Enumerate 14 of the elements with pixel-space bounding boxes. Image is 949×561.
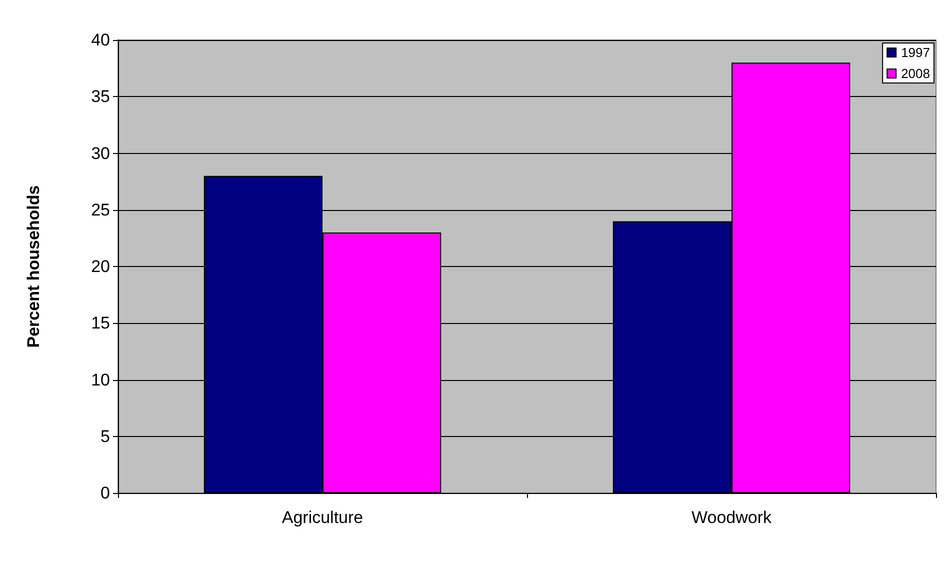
y-tick-label: 10 xyxy=(91,370,110,390)
x-tick-label: Agriculture xyxy=(282,508,364,527)
y-tick-label: 20 xyxy=(91,257,110,276)
y-tick-label: 30 xyxy=(91,144,110,163)
legend-label: 2008 xyxy=(901,66,930,81)
y-tick-label: 35 xyxy=(91,87,110,106)
y-tick-label: 0 xyxy=(100,484,110,502)
y-axis-title: Percent households xyxy=(24,185,43,348)
x-tick-label: Woodwork xyxy=(692,508,772,527)
y-tick-label: 5 xyxy=(100,426,110,446)
y-tick-label: 25 xyxy=(91,200,110,220)
legend-label: 1997 xyxy=(901,45,930,60)
y-tick-label: 40 xyxy=(91,30,110,50)
y-tick-label: 15 xyxy=(91,314,110,333)
